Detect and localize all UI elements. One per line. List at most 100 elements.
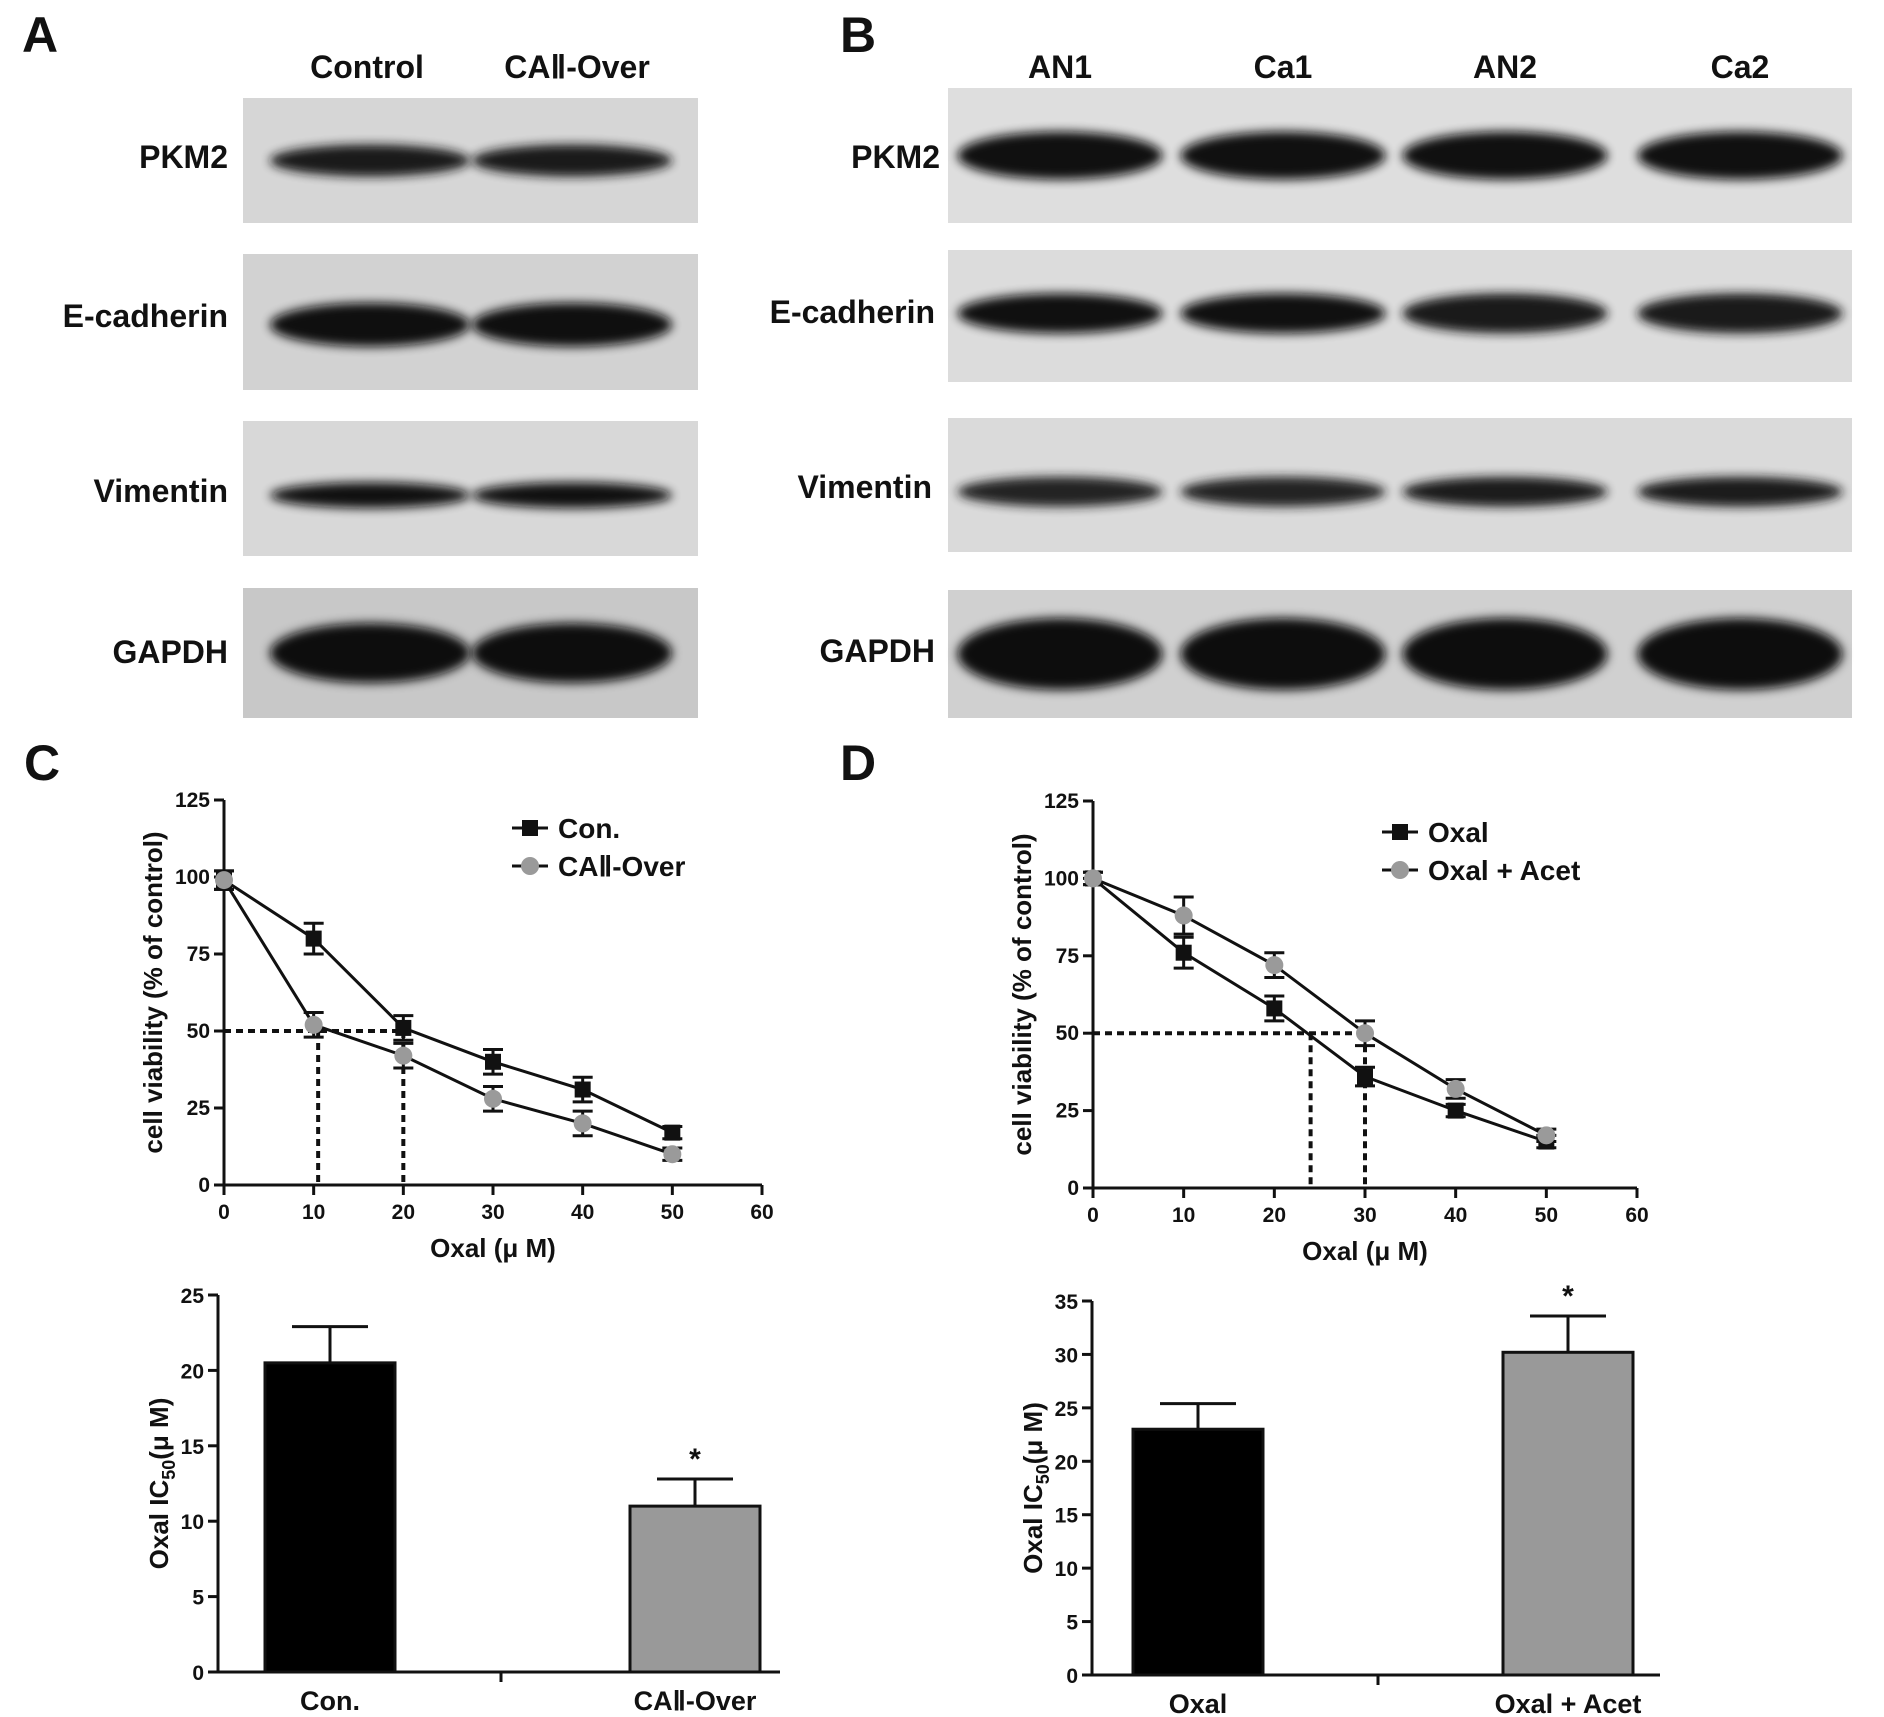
bar-c-significance-1: *	[689, 1443, 701, 1476]
lane-label-b-ca2: Ca2	[1711, 49, 1770, 85]
chart-c-x-tick-label: 30	[481, 1201, 504, 1224]
chart-d-y-tick-label: 75	[1056, 945, 1080, 968]
protein-label-b-ecadherin: E-cadherin	[770, 294, 935, 330]
bar-c-y-tick-label: 25	[181, 1285, 205, 1308]
chart-c-data-point-square	[574, 1081, 591, 1098]
chart-c-data-point-circle	[663, 1145, 682, 1164]
chart-d-data-point-circle	[1174, 906, 1193, 925]
bar-c-y-tick-label: 10	[181, 1511, 204, 1534]
bar-d-y-axis-label: Oxal IC50(μ M)	[1018, 1402, 1053, 1574]
chart-d-x-tick-label: 40	[1444, 1204, 1467, 1227]
blot-band-0-1	[1180, 131, 1386, 180]
chart-d-y-tick-label: 125	[1044, 790, 1079, 813]
chart-c-data-point-square	[664, 1124, 681, 1141]
protein-label-a-ecadherin: E-cadherin	[63, 298, 228, 334]
chart-d-data-point-square	[1447, 1102, 1464, 1119]
lane-label-b-an2: AN2	[1473, 49, 1537, 85]
chart-d-legend-label-0: Oxal	[1428, 817, 1489, 848]
chart-d-data-point-circle	[1356, 1024, 1374, 1043]
bar-c-y-tick-label: 20	[181, 1360, 204, 1383]
bar-c-y-tick-label: 15	[181, 1436, 205, 1459]
western-blot-a	[243, 98, 698, 718]
chart-c-x-tick-label: 50	[661, 1201, 684, 1224]
chart-d-data-point-square	[1175, 944, 1192, 961]
panel-letter-c: C	[24, 735, 60, 791]
chart-c-series-line-0	[223, 878, 673, 1134]
protein-label-b-vimentin: Vimentin	[797, 469, 932, 505]
chart-c-y-tick-label: 75	[187, 943, 211, 966]
blot-band-1-1	[1180, 293, 1386, 334]
blot-band-1-3	[1637, 293, 1843, 334]
chart-d-data-point-square	[1266, 1000, 1283, 1017]
bar-chart-c: 0 5 10 15 20 25 Con. * CAⅡ-Over Oxal IC50(μ M)	[144, 1285, 780, 1716]
chart-d-y-axis-label: cell viability (% of control)	[1007, 833, 1037, 1155]
chart-c-y-tick-label: 0	[198, 1174, 210, 1197]
chart-d-legend-label-1: Oxal + Acet	[1428, 855, 1580, 886]
blot-band-1-0	[270, 302, 470, 347]
bar-d-y-tick-label: 35	[1055, 1291, 1079, 1314]
bar-d-bar-1	[1501, 1350, 1635, 1677]
bar-c-y-axis-label: Oxal IC50(μ M)	[144, 1398, 179, 1570]
chart-c-series-line-1	[222, 879, 673, 1156]
panel-letter-d: D	[840, 735, 876, 791]
bar-c-y-tick-label: 5	[192, 1587, 204, 1610]
chart-d-y-tick-label: 50	[1056, 1022, 1079, 1045]
blot-band-2-1	[472, 482, 672, 509]
chart-c-x-tick-label: 40	[571, 1201, 594, 1224]
bar-c-category-label-1: CAⅡ-Over	[634, 1686, 757, 1716]
blot-band-1-2	[1402, 293, 1608, 334]
chart-c-y-tick-label: 125	[175, 789, 210, 812]
bar-d-y-tick-label: 15	[1055, 1505, 1079, 1528]
blot-band-0-2	[1402, 131, 1608, 180]
protein-label-b-pkm2: PKM2	[851, 139, 940, 175]
bar-d-y-tick-label: 25	[1055, 1398, 1079, 1421]
protein-label-a-pkm2: PKM2	[139, 139, 228, 175]
bar-d-y-tick-label: 10	[1055, 1558, 1078, 1581]
chart-d-y-tick-label: 100	[1044, 867, 1079, 890]
chart-d-data-point-square	[1357, 1068, 1373, 1085]
bar-d-category-label-0: Oxal	[1169, 1689, 1228, 1717]
chart-d-x-tick-label: 60	[1625, 1204, 1648, 1227]
bar-c-bar-0	[263, 1361, 397, 1674]
chart-c-data-point-circle	[573, 1114, 592, 1133]
chart-d-y-tick-label: 0	[1067, 1177, 1079, 1200]
lane-label-a-over: CAⅡ-Over	[504, 49, 650, 85]
chart-c-data-point-circle	[215, 871, 233, 890]
blot-band-0-0	[270, 144, 470, 177]
panel-b: B AN1 Ca1 AN2 Ca2 PKM2 E-cadherin Viment…	[770, 7, 1852, 718]
chart-d-x-tick-label: 0	[1087, 1204, 1099, 1227]
western-blot-b	[948, 88, 1852, 718]
chart-c-legend-label-1: CAⅡ-Over	[558, 851, 685, 882]
chart-c-x-tick-label: 60	[750, 1201, 773, 1224]
bar-chart-d: 0 5 10 15 20 25 30 35 Oxal * Oxal + Acet Oxal IC50(…	[1018, 1280, 1660, 1717]
bar-c-y-axis-label-main: Oxal IC	[144, 1480, 174, 1570]
chart-c-x-tick-label: 10	[302, 1201, 325, 1224]
bar-d-y-tick-label: 20	[1055, 1451, 1078, 1474]
bar-c-y-axis-label-unit: (μ M)	[144, 1398, 174, 1460]
chart-c-data-point-square	[485, 1053, 501, 1070]
protein-label-a-vimentin: Vimentin	[93, 473, 228, 509]
bar-c-category-label-0: Con.	[300, 1686, 360, 1716]
chart-c-y-axis-label: cell viability (% of control)	[138, 831, 168, 1153]
line-chart-d: 0 10 20 30 40 50 60 0 25 50 75 100 125 Oxal (μ M) cell…	[1007, 790, 1649, 1266]
chart-d-data-point-circle	[1084, 869, 1102, 888]
lane-label-b-an1: AN1	[1028, 49, 1092, 85]
chart-d-data-point-circle	[1446, 1079, 1465, 1098]
chart-c-x-tick-label: 20	[392, 1201, 415, 1224]
blot-band-0-3	[1637, 131, 1843, 180]
chart-d-x-tick-label: 50	[1535, 1204, 1558, 1227]
blot-band-1-0	[957, 293, 1163, 334]
bar-d-significance-1: *	[1562, 1280, 1574, 1313]
lane-label-a-control: Control	[310, 49, 424, 85]
blot-band-2-3	[1637, 476, 1843, 507]
line-chart-c: 0 10 20 30 40 50 60 0 25 50 75 100 125 Oxal (μ M) cell…	[138, 789, 774, 1263]
chart-d-x-tick-label: 20	[1263, 1204, 1286, 1227]
blot-band-2-0	[270, 482, 470, 509]
blot-band-0-1	[472, 144, 672, 177]
chart-d-y-tick-label: 25	[1056, 1100, 1080, 1123]
chart-d-series-line-0	[1092, 877, 1547, 1143]
chart-c-y-tick-label: 50	[187, 1020, 210, 1043]
bar-d-y-axis-label-subscript: 50	[1033, 1464, 1053, 1484]
chart-c-legend-marker-circle	[521, 857, 539, 875]
blot-band-3-3	[1637, 618, 1843, 690]
